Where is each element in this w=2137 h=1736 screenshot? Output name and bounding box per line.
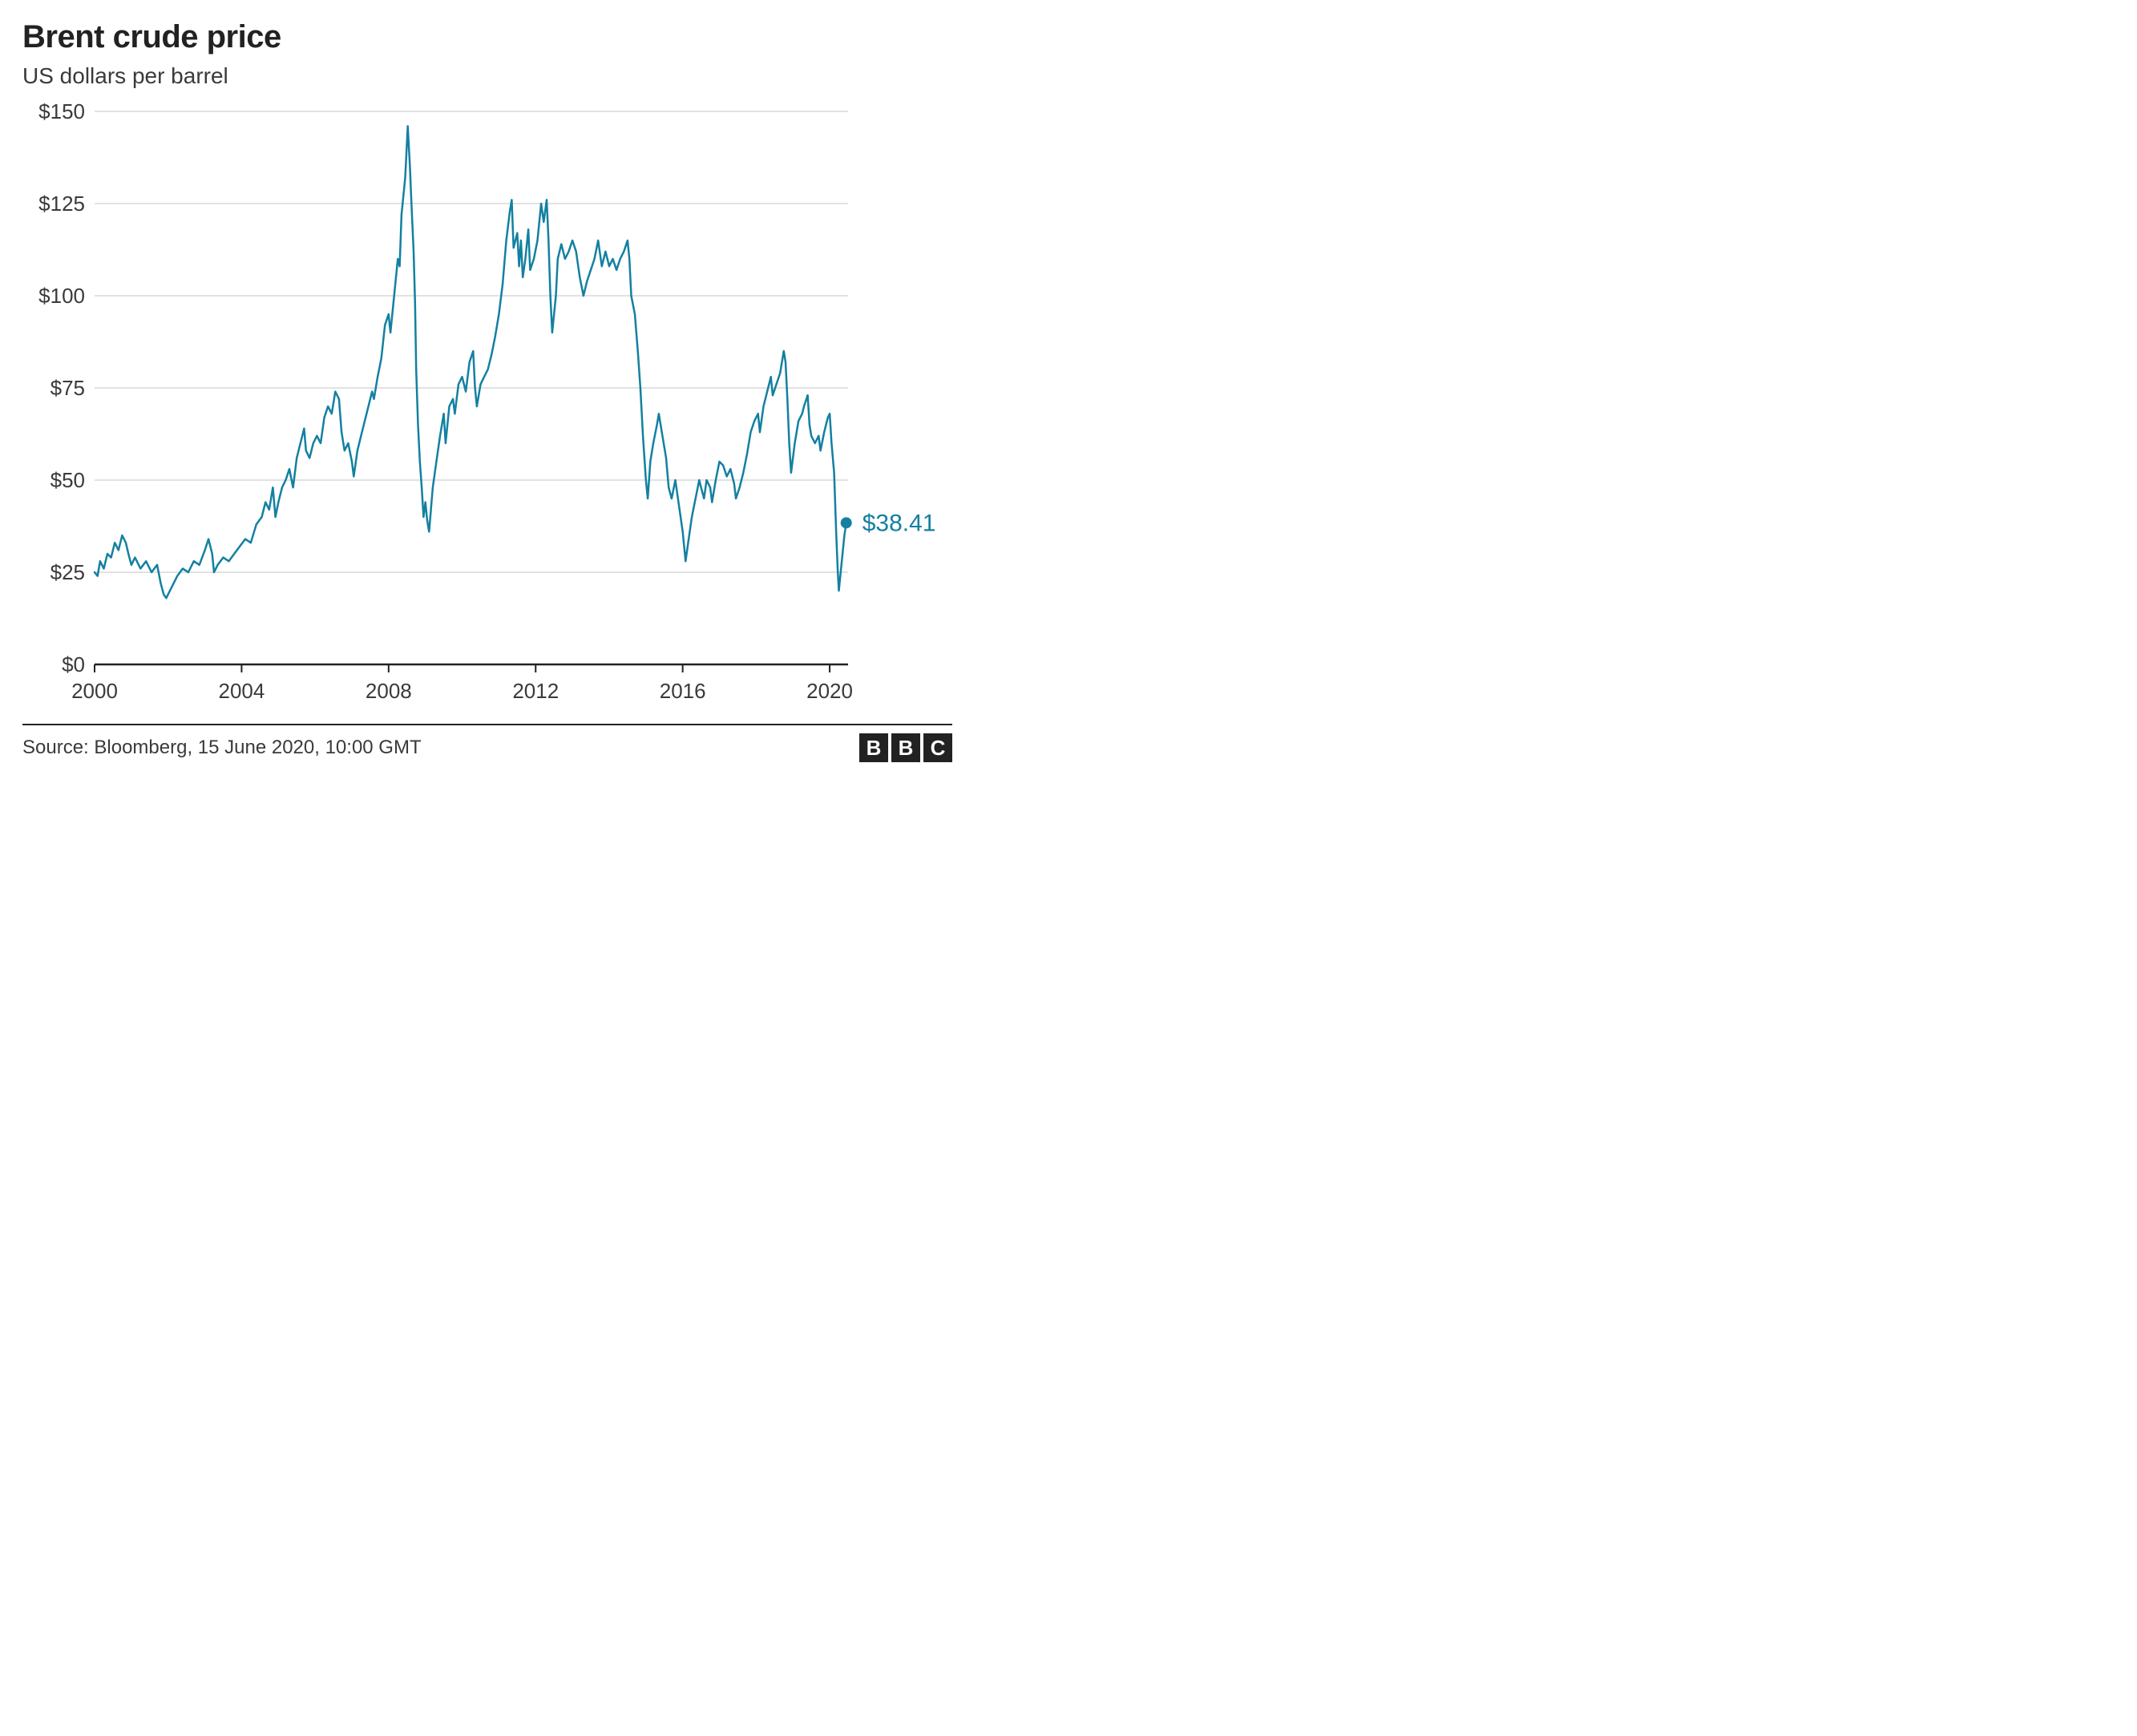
x-tick-label: 2016 bbox=[660, 679, 706, 703]
y-tick-label: $100 bbox=[38, 284, 85, 308]
chart-title: Brent crude price bbox=[22, 19, 952, 55]
chart-container: Brent crude price US dollars per barrel … bbox=[0, 0, 975, 792]
chart-subtitle: US dollars per barrel bbox=[22, 63, 952, 89]
bbc-logo-block: B bbox=[859, 733, 888, 762]
source-label: Source: Bloomberg, 15 June 2020, 10:00 G… bbox=[22, 737, 422, 759]
x-tick-label: 2004 bbox=[218, 679, 265, 703]
y-tick-label: $50 bbox=[50, 468, 85, 492]
plot-area: $0 $25 $50 $75 $100 $125 $150 2000 2004 2008 2012 2… bbox=[22, 103, 952, 713]
chart-footer: Source: Bloomberg, 15 June 2020, 10:00 G… bbox=[22, 724, 952, 762]
bbc-logo-block: B bbox=[891, 733, 920, 762]
price-line bbox=[95, 126, 846, 598]
end-marker bbox=[841, 517, 852, 528]
y-tick-label: $0 bbox=[62, 652, 85, 676]
bbc-logo-block: C bbox=[923, 733, 952, 762]
y-tick-label: $75 bbox=[50, 376, 85, 400]
x-tick-label: 2000 bbox=[71, 679, 118, 703]
bbc-logo: B B C bbox=[859, 733, 952, 762]
y-tick-label: $150 bbox=[38, 103, 85, 123]
x-tick-label: 2008 bbox=[366, 679, 412, 703]
x-tick-label: 2020 bbox=[806, 679, 853, 703]
callout-label: $38.41 bbox=[862, 510, 936, 536]
line-chart-svg: $0 $25 $50 $75 $100 $125 $150 2000 2004 2008 2012 2… bbox=[22, 103, 952, 713]
y-tick-label: $125 bbox=[38, 192, 85, 216]
x-tick-label: 2012 bbox=[512, 679, 559, 703]
y-tick-label: $25 bbox=[50, 560, 85, 584]
